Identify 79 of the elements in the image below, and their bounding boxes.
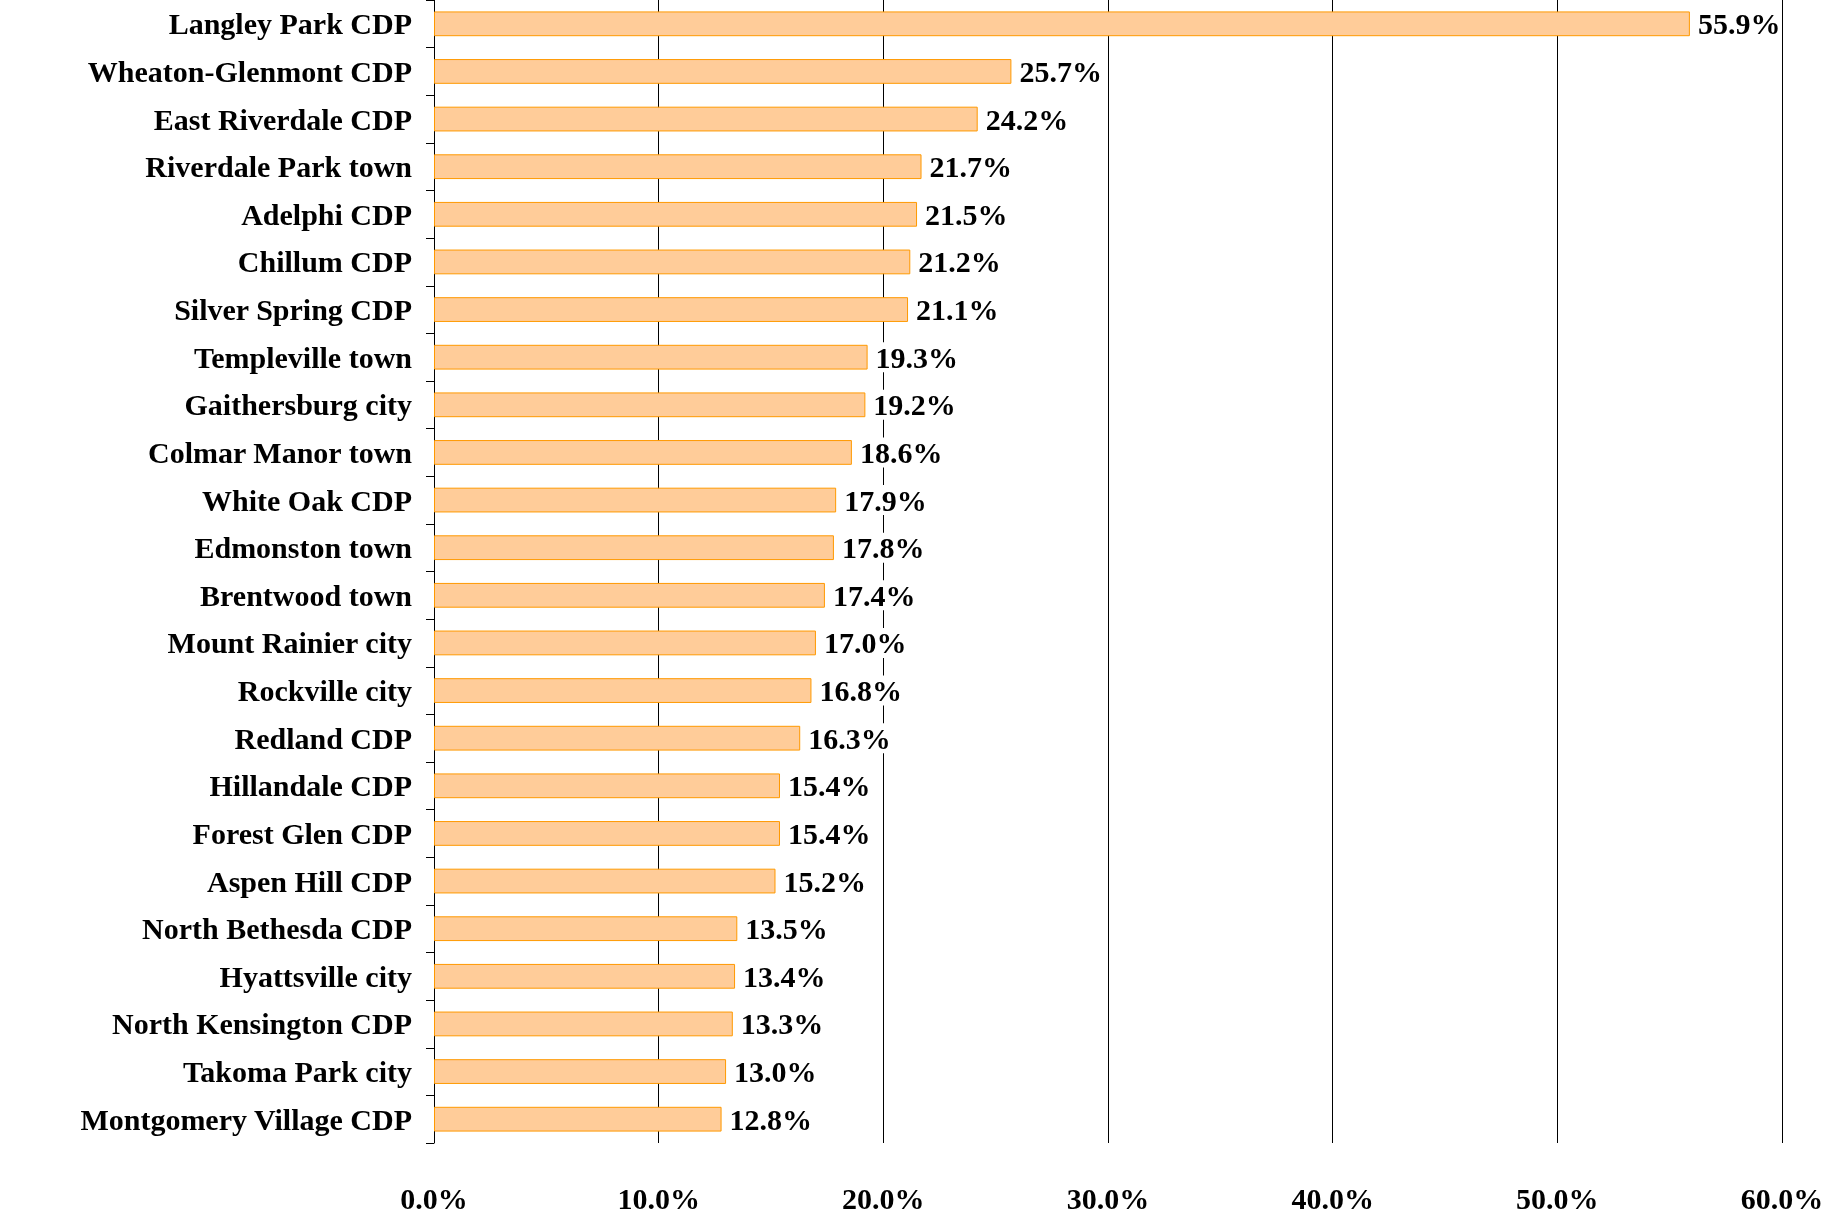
data-label: 21.7% (929, 150, 1013, 184)
y-tick-label: Templeville town (193, 340, 413, 374)
bar (434, 440, 852, 465)
data-label: 21.1% (916, 293, 999, 327)
bar (434, 11, 1690, 37)
bar (434, 868, 776, 894)
data-label: 13.5% (745, 912, 828, 946)
y-tick-label: Hyattsville city (219, 959, 412, 993)
y-tick-label: East Riverdale CDP (153, 102, 412, 136)
data-label: 15.2% (783, 864, 866, 898)
bar (434, 582, 825, 608)
y-tick-label: Brentwood town (200, 578, 413, 612)
bar (434, 535, 834, 561)
x-tick-label: 0.0% (400, 1181, 468, 1215)
bar (434, 154, 922, 180)
data-label: 13.4% (743, 959, 826, 993)
y-tick-label: Riverdale Park town (145, 150, 413, 184)
data-label: 17.4% (832, 578, 916, 612)
y-tick-label: Hillandale CDP (209, 769, 412, 803)
data-label: 13.3% (740, 1007, 824, 1041)
bar (434, 487, 837, 513)
x-tick-label: 10.0% (617, 1181, 700, 1215)
bar (434, 1011, 733, 1037)
y-tick-label: Wheaton-Glenmont CDP (87, 54, 412, 88)
y-tick-label: White Oak CDP (202, 483, 412, 517)
data-label: 25.7% (1019, 54, 1102, 88)
y-tick-label: Takoma Park city (183, 1055, 412, 1089)
y-tick-label: North Kensington CDP (111, 1007, 412, 1041)
bar (434, 630, 816, 656)
bar (434, 773, 780, 799)
y-tick-label: Aspen Hill CDP (206, 864, 412, 898)
y-tick-label: Montgomery Village CDP (80, 1102, 412, 1136)
bar (434, 344, 868, 370)
x-tick-label: 50.0% (1516, 1181, 1599, 1215)
y-tick-label: Chillum CDP (237, 245, 412, 279)
y-tick-label: Gaithersburg city (184, 388, 412, 422)
data-label: 55.9% (1697, 7, 1781, 41)
data-label: 18.6% (859, 435, 943, 469)
bar (434, 1059, 727, 1084)
data-label: 15.4% (787, 816, 871, 850)
y-tick-label: Edmonston town (194, 531, 413, 565)
data-label: 17.8% (841, 531, 925, 565)
bar (434, 59, 1012, 84)
data-label: 16.8% (819, 674, 902, 708)
x-tick-label: 30.0% (1066, 1181, 1150, 1215)
bar (434, 1106, 722, 1132)
y-tick-label: Forest Glen CDP (192, 816, 412, 850)
y-tick-label: Langley Park CDP (168, 7, 412, 41)
bar (434, 963, 736, 989)
bar (434, 916, 738, 942)
y-tick-label: Mount Rainier city (167, 626, 412, 660)
bar (434, 678, 812, 703)
data-label: 21.5% (925, 197, 1008, 231)
data-label: 19.2% (873, 388, 956, 422)
bar (434, 821, 780, 846)
data-label: 24.2% (985, 102, 1069, 136)
bar (434, 201, 918, 227)
data-label: 19.3% (875, 340, 959, 374)
y-tick-label: North Bethesda CDP (142, 912, 412, 946)
y-tick-label: Adelphi CDP (241, 197, 412, 231)
bar (434, 106, 978, 132)
bar (434, 725, 801, 751)
x-tick-label: 60.0% (1740, 1181, 1824, 1215)
y-tick-label: Silver Spring CDP (174, 293, 412, 327)
data-label: 15.4% (787, 769, 871, 803)
data-label: 17.9% (844, 483, 927, 517)
x-tick-label: 40.0% (1291, 1181, 1374, 1215)
bar (434, 249, 911, 275)
data-label: 13.0% (734, 1055, 817, 1089)
y-tick-label: Redland CDP (234, 721, 412, 755)
data-label: 16.3% (808, 721, 891, 755)
y-tick-label: Rockville city (237, 674, 412, 708)
bar (434, 297, 909, 322)
x-tick-label: 20.0% (842, 1181, 925, 1215)
data-label: 12.8% (729, 1102, 813, 1136)
y-tick-label: Colmar Manor town (148, 435, 413, 469)
data-label: 17.0% (823, 626, 907, 660)
data-label: 21.2% (918, 245, 1001, 279)
bar (434, 392, 866, 418)
